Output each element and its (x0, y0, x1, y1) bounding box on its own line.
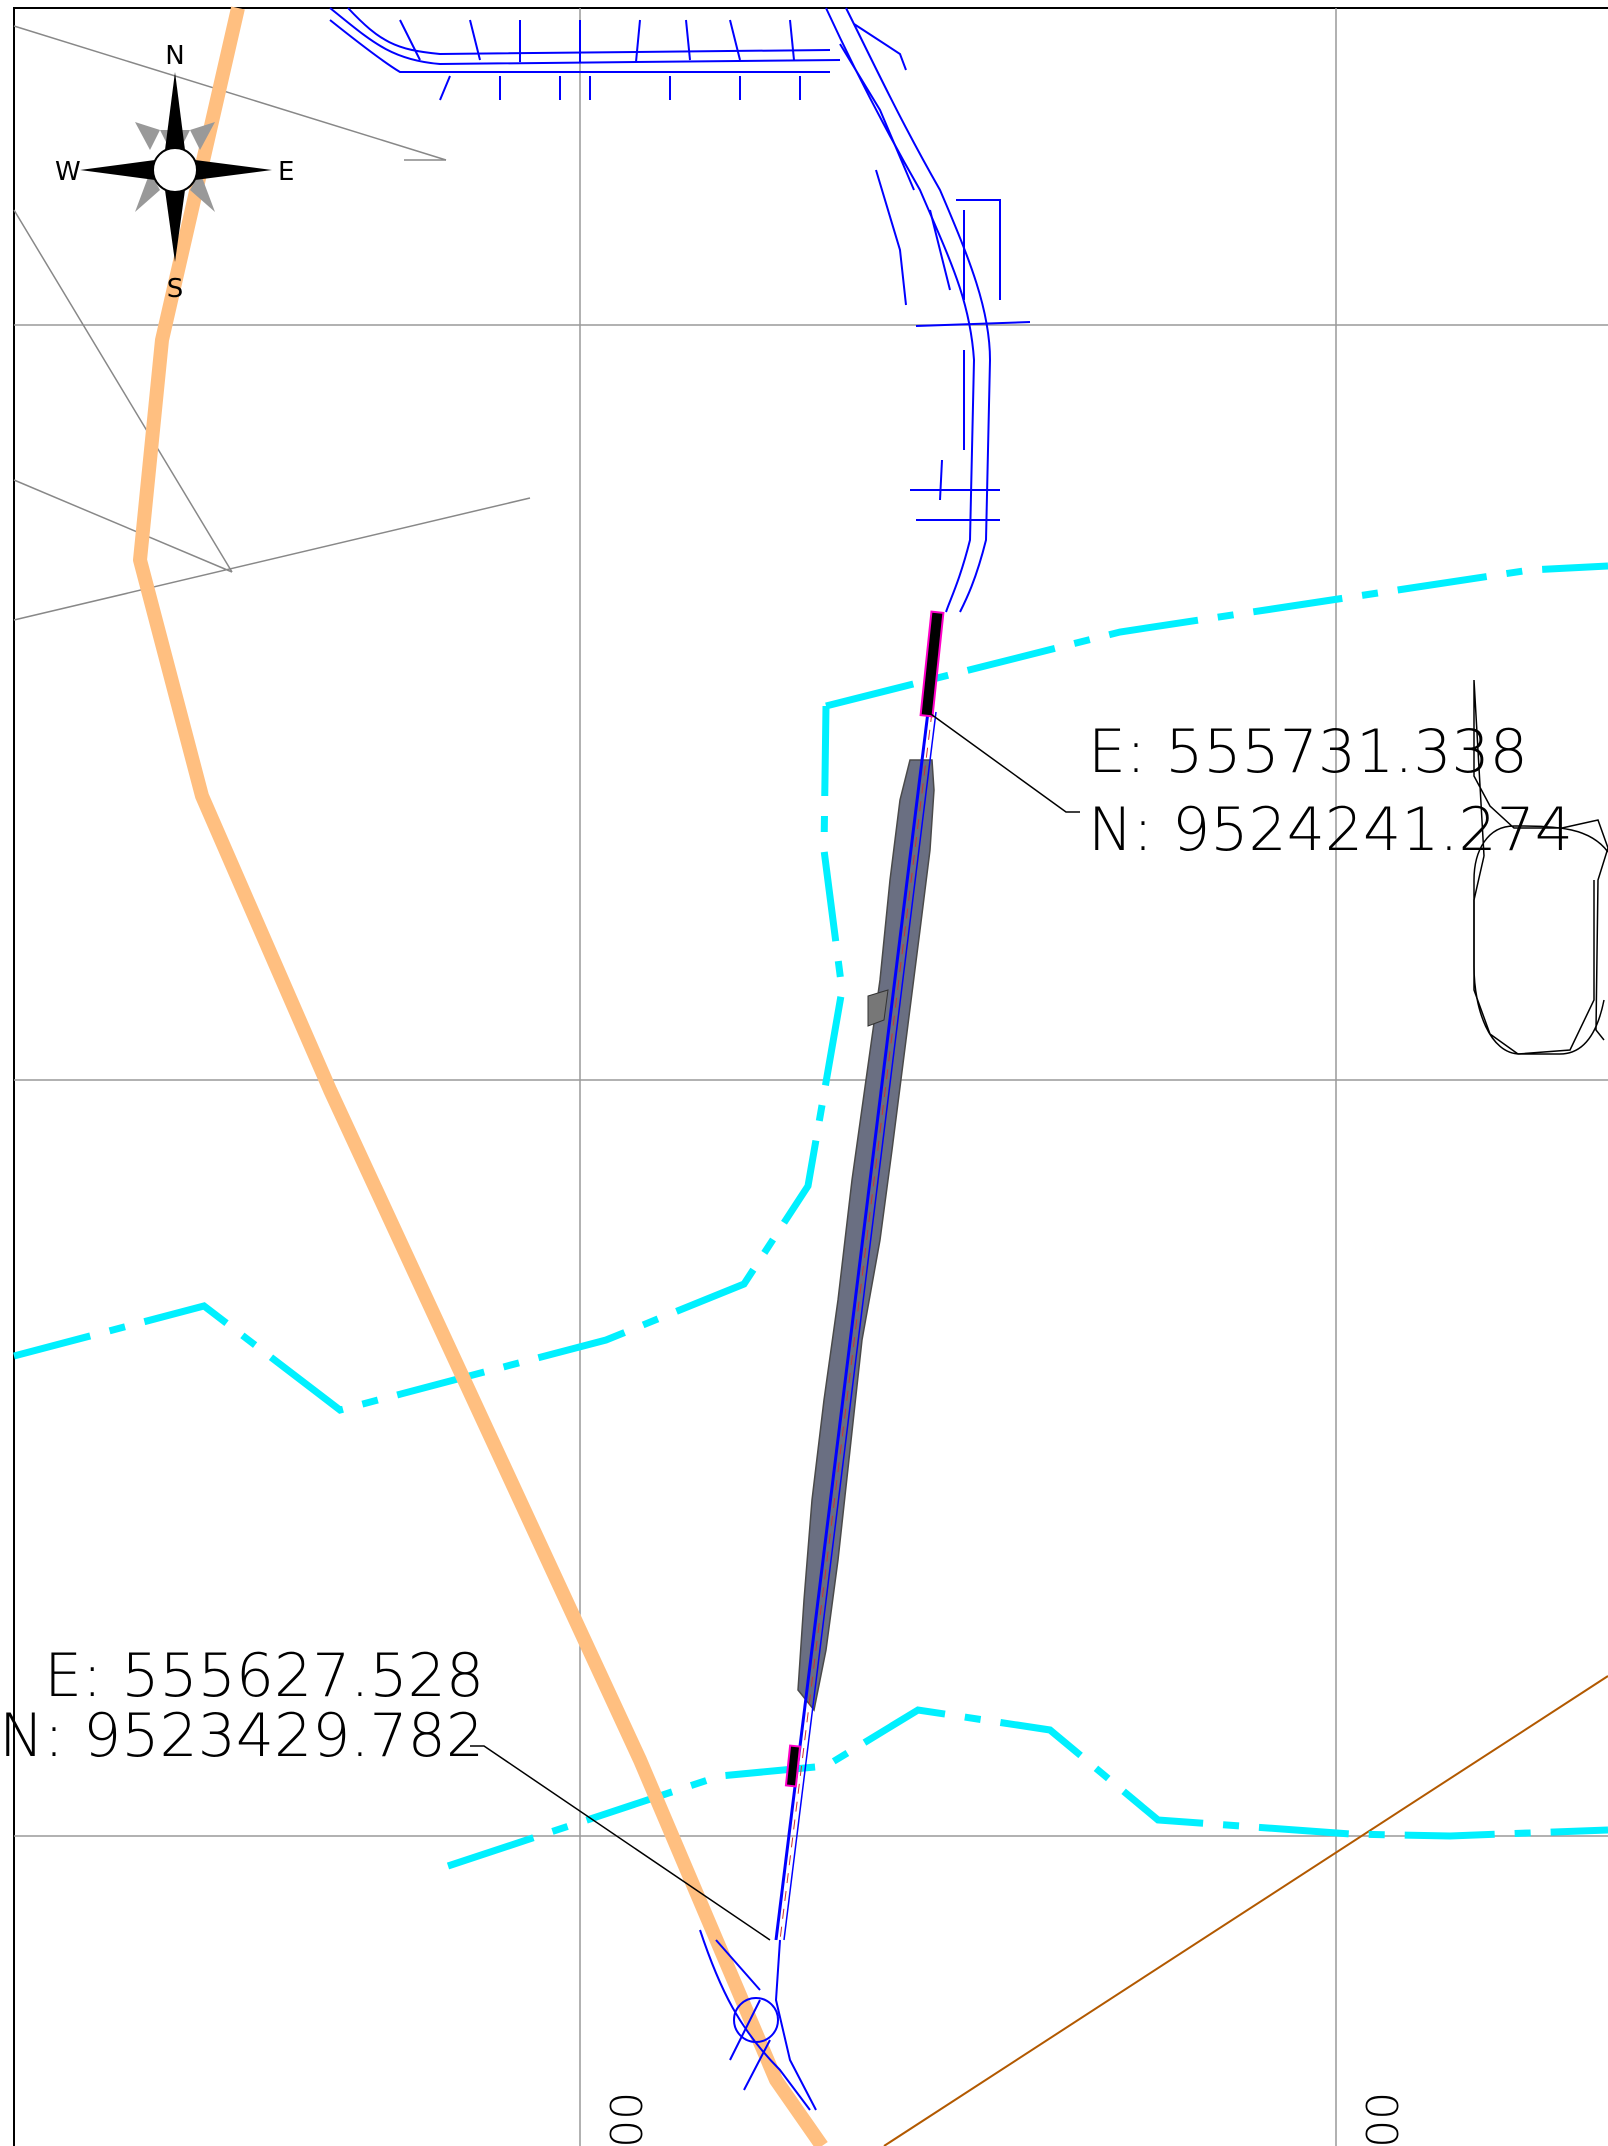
compass-north-label: N (165, 41, 184, 71)
north-point-northing: N: 9524241.274 (1088, 795, 1573, 865)
compass-south-label: S (167, 274, 184, 304)
grey-reference-lines (13, 25, 531, 621)
project-road (774, 711, 937, 1941)
compass-rose: N S E W (55, 41, 294, 304)
octagon-outline (1473, 825, 1608, 1055)
grid-label-left: 00 (599, 2092, 650, 2146)
station-markers (784, 610, 945, 1788)
south-point-northing: N: 9523429.782 (0, 1701, 484, 1771)
grid-lines (14, 8, 1608, 2146)
leader-lines (470, 711, 1080, 1941)
cyan-boundary-lines (13, 562, 1608, 1870)
north-end-marker (919, 610, 945, 718)
north-point-easting: E: 555731.338 (1088, 717, 1528, 787)
south-point-easting: E: 555627.528 (44, 1641, 484, 1711)
compass-east-label: E (278, 157, 294, 187)
blue-road-network (329, 7, 1031, 613)
compass-west-label: W (55, 157, 81, 187)
south-end-marker (784, 1744, 802, 1788)
grid-label-right: 00 (1355, 2092, 1406, 2146)
roundabout-interchange (699, 1929, 817, 2111)
highway-route (133, 6, 828, 2146)
map-frame (13, 7, 1608, 2146)
brown-reference-line (883, 1675, 1608, 2146)
